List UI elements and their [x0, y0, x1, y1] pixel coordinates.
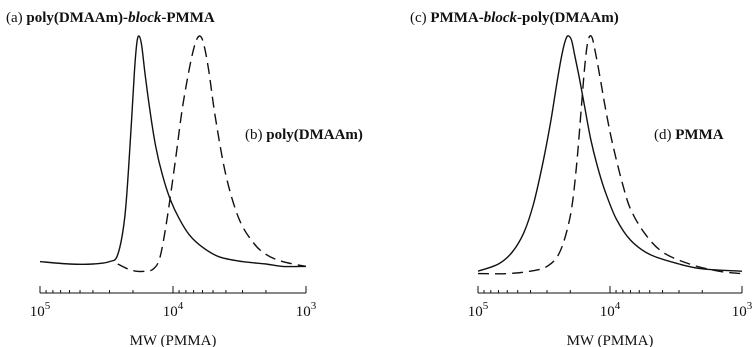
annotation-text: PMMA [675, 127, 723, 143]
curves-right [477, 35, 743, 275]
x-ticks-right: 105 104 103 [468, 286, 753, 320]
x-tick-label: 103 [296, 300, 317, 320]
annotation-prefix: (b) [245, 127, 266, 143]
x-tick-label: 103 [732, 300, 753, 320]
chart-title-prefix: (a) [6, 10, 26, 26]
curves-left [39, 35, 307, 273]
chart-title-part-0: PMMA- [430, 10, 483, 26]
series-annotation-left: (b) poly(DMAAm) [245, 127, 363, 143]
series-line-solid [39, 35, 307, 268]
chart-panel-left: (a) poly(DMAAm)-block-PMMA (b) poly(DMAA… [6, 10, 363, 347]
x-axis-label-right: MW (PMMA) [567, 333, 654, 347]
series-line-dashed [117, 35, 307, 273]
chart-title-part-2: -PMMA [161, 10, 214, 26]
series-line-solid [477, 35, 743, 272]
x-axis-label-left: MW (PMMA) [130, 333, 217, 347]
chart-title-left: (a) poly(DMAAm)-block-PMMA [6, 10, 215, 26]
chart-panel-right: (c) PMMA-block-poly(DMAAm) (d) PMMA 105 1… [410, 10, 753, 347]
series-line-dashed [477, 35, 743, 275]
chart-title-right: (c) PMMA-block-poly(DMAAm) [410, 10, 619, 26]
chart-title-part-1: block [128, 10, 162, 26]
annotation-prefix: (d) [654, 127, 675, 143]
x-ticks-left: 105 104 103 [30, 286, 317, 320]
chart-title-prefix: (c) [410, 10, 430, 26]
x-tick-label: 105 [468, 300, 489, 320]
annotation-text: poly(DMAAm) [266, 127, 363, 143]
series-annotation-right: (d) PMMA [654, 127, 724, 143]
x-tick-label: 104 [163, 300, 184, 320]
x-tick-label: 104 [600, 300, 621, 320]
chart-title-part-1: block [484, 10, 518, 26]
chart-title-part-0: poly(DMAAm)- [26, 10, 128, 26]
chart-title-part-2: -poly(DMAAm) [517, 10, 619, 26]
x-tick-label: 105 [30, 300, 51, 320]
